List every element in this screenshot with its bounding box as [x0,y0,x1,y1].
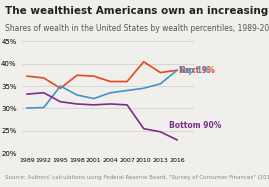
Text: The wealthiest Americans own an increasing share of wealth: The wealthiest Americans own an increasi… [5,6,269,16]
Text: Shares of wealth in the United States by wealth percentiles, 1989-2016: Shares of wealth in the United States by… [5,24,269,33]
Text: Source: Authors' calculations using Federal Reserve Board, "Survey of Consumer F: Source: Authors' calculations using Fede… [5,174,269,180]
Text: Top 1%: Top 1% [179,66,210,75]
Text: Next 9%: Next 9% [179,66,214,75]
Text: Bottom 90%: Bottom 90% [169,121,221,130]
